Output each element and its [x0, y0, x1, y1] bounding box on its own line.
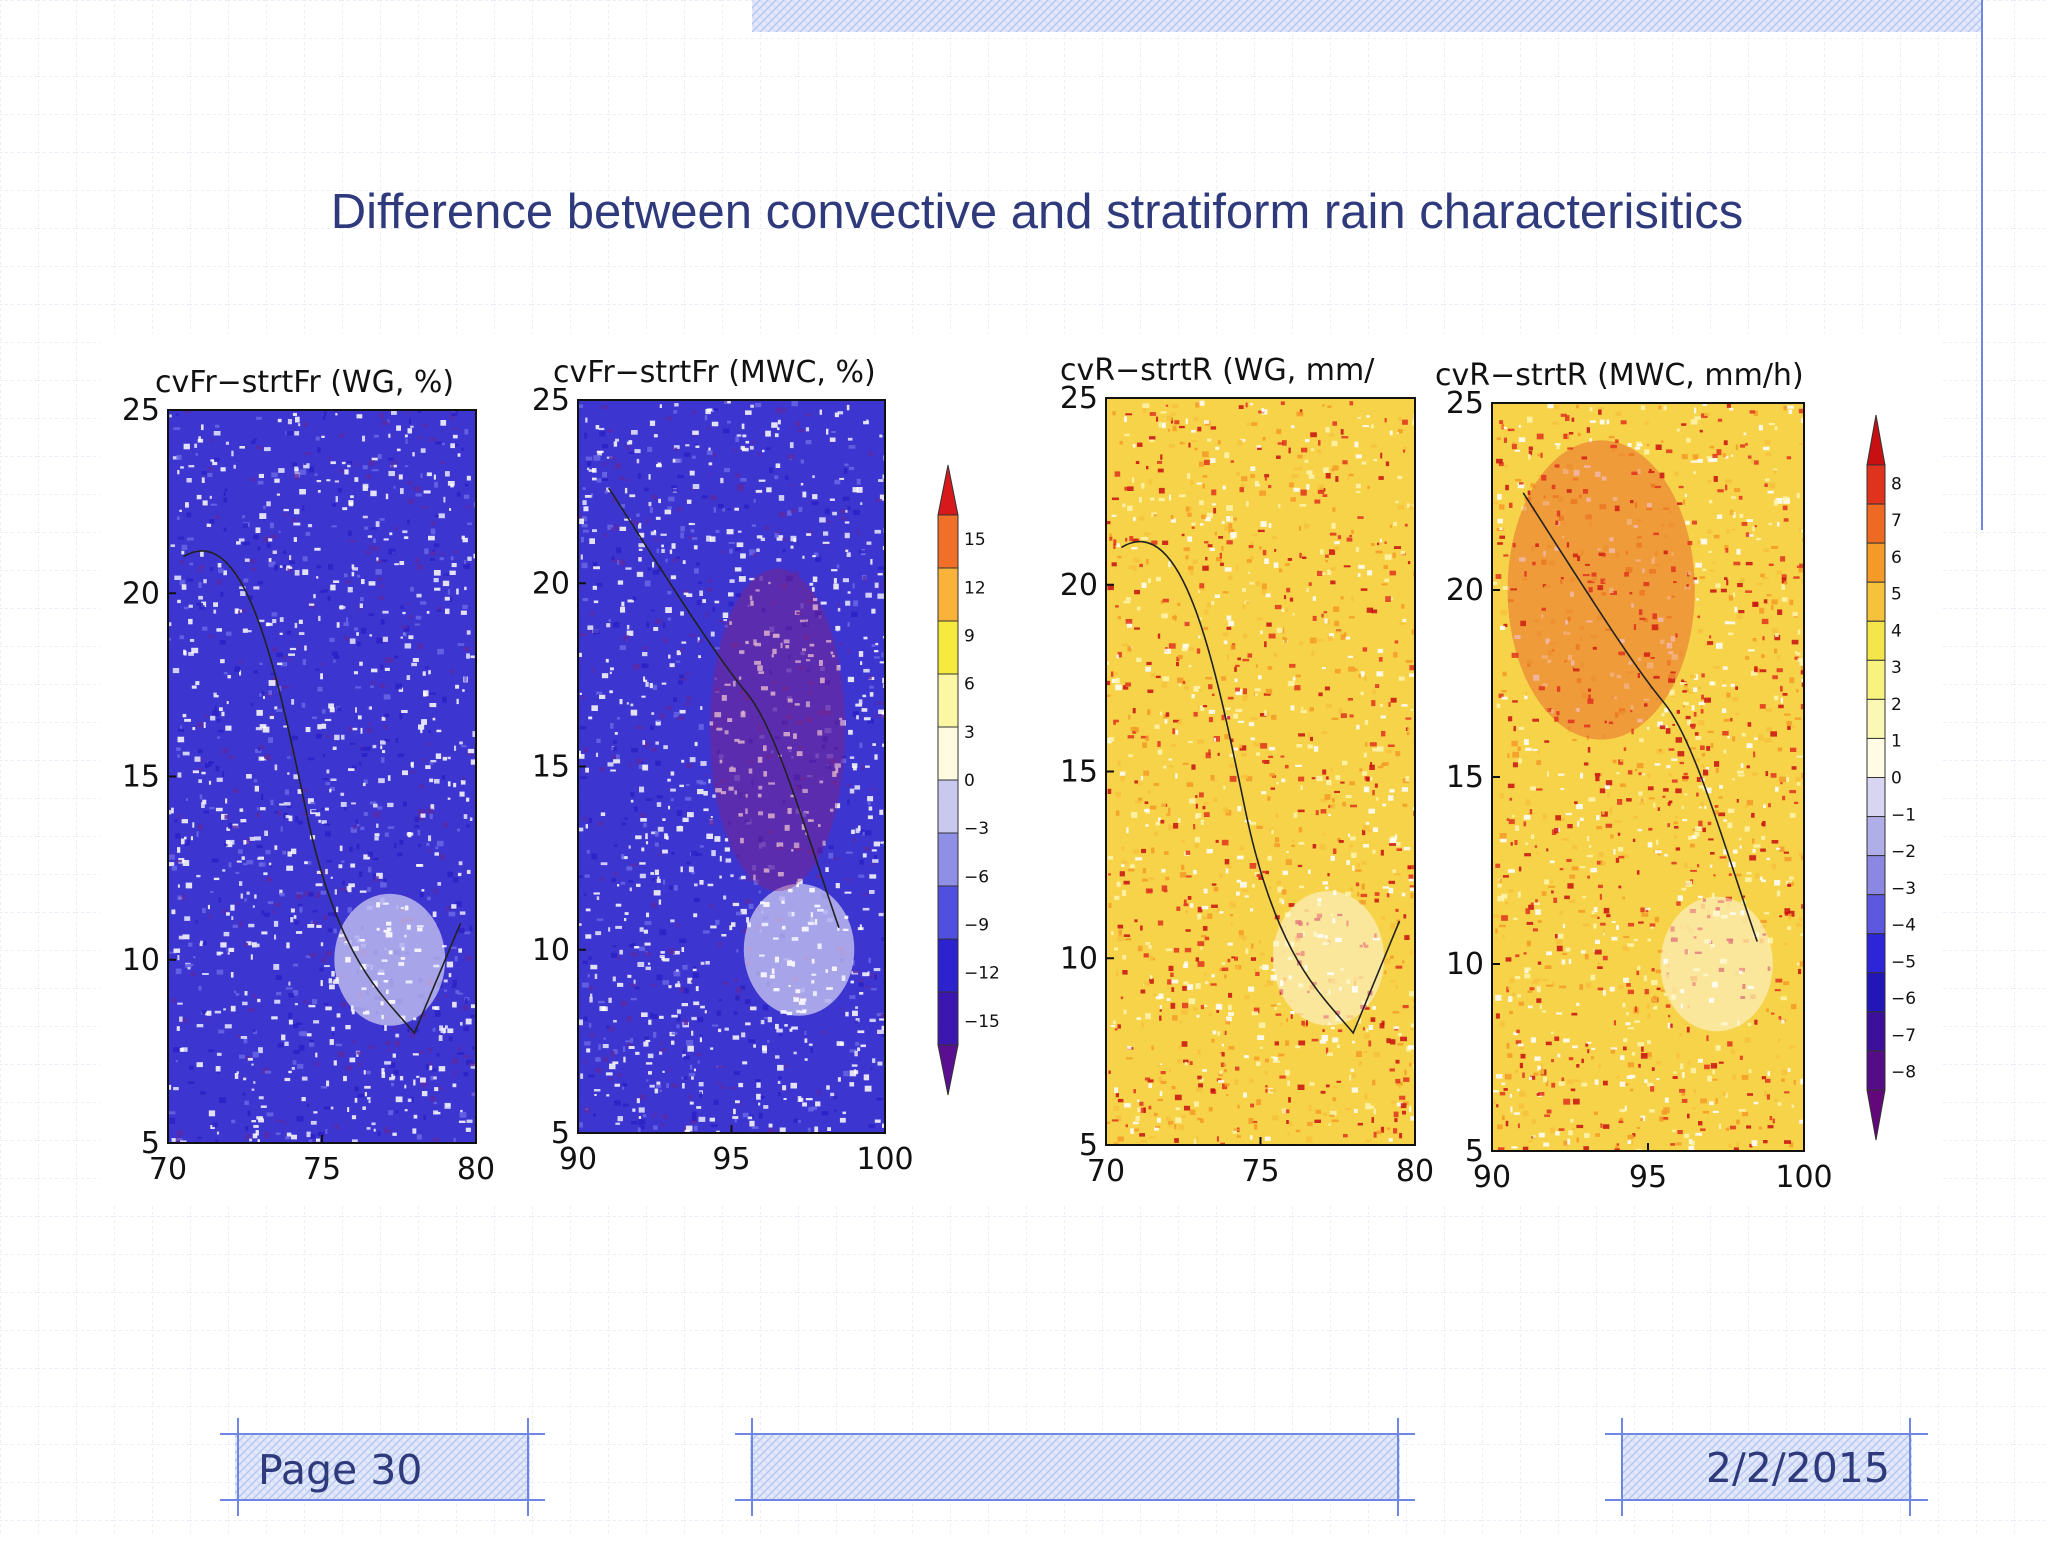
- y-tick-label: 25: [1446, 386, 1484, 421]
- colorbar-label: 1: [1891, 732, 1902, 752]
- y-tick-label: 10: [532, 933, 570, 968]
- colorbar-segment: [1867, 465, 1885, 504]
- colorbar-label: 3: [964, 723, 975, 743]
- y-tick-label: 10: [1060, 941, 1098, 976]
- anomaly-patch: [710, 569, 845, 892]
- colorbar-label: 3: [1891, 658, 1902, 678]
- colorbar-segment: [938, 939, 958, 992]
- colorbar-label: 4: [1891, 621, 1902, 641]
- anomaly-patch: [1508, 440, 1695, 739]
- colorbar-label: −3: [1891, 879, 1916, 899]
- colorbar-segment: [938, 833, 958, 886]
- y-tick-label: 25: [1060, 381, 1098, 416]
- colorbar-segment: [1867, 934, 1885, 973]
- colorbar-segment: [1867, 738, 1885, 777]
- y-tick-label: 5: [1465, 1134, 1484, 1169]
- chart-title: cvR−strtR (MWC, mm/h): [1435, 358, 1804, 393]
- colorbar-label: 5: [1891, 585, 1902, 605]
- colorbar-segment: [1867, 856, 1885, 895]
- colorbar-segment: [1867, 1012, 1885, 1051]
- colorbar-label: −9: [964, 916, 989, 936]
- colorbar-label: 6: [1891, 548, 1902, 568]
- y-tick-label: 20: [1060, 568, 1098, 603]
- footer-page-number: Page 30: [258, 1446, 422, 1494]
- colorbar-label: 12: [964, 578, 986, 598]
- colorbar-segment: [938, 992, 958, 1045]
- top-decorative-band: [752, 0, 1982, 32]
- colorbar-segment: [1867, 699, 1885, 738]
- colorbar-segment: [938, 780, 958, 833]
- colorbar-label: −2: [1891, 842, 1916, 862]
- y-tick-label: 20: [122, 576, 160, 611]
- colorbar-segment: [938, 515, 958, 568]
- footer-date: 2/2/2015: [1706, 1444, 1890, 1492]
- y-tick-label: 10: [1446, 947, 1484, 982]
- colorbar-segment: [1867, 504, 1885, 543]
- colorbar-segment: [1867, 660, 1885, 699]
- chart-title: cvFr−strtFr (WG, %): [155, 365, 454, 400]
- x-tick-label: 100: [1775, 1160, 1832, 1195]
- colorbar-label: −5: [1891, 952, 1916, 972]
- heatmap-base: [1106, 398, 1415, 1145]
- colorbar-segment: [938, 886, 958, 939]
- colorbar-label: −6: [964, 867, 989, 887]
- colorbar-segment: [938, 674, 958, 727]
- colorbar-segment: [1867, 582, 1885, 621]
- colorbar-label: 0: [1891, 769, 1902, 789]
- land-patch: [1660, 897, 1772, 1032]
- colorbar-label: 9: [964, 626, 975, 646]
- x-tick-label: 80: [457, 1152, 495, 1187]
- colorbar-segment: [1867, 621, 1885, 660]
- land-patch: [744, 884, 855, 1016]
- y-tick-label: 5: [141, 1126, 160, 1161]
- colorbar-label: 8: [1891, 474, 1902, 494]
- slide-title: Difference between convective and strati…: [331, 185, 1744, 239]
- y-tick-label: 20: [532, 566, 570, 601]
- x-tick-label: 80: [1396, 1154, 1434, 1189]
- colorbar-segment: [1867, 1051, 1885, 1090]
- colorbar-segment: [938, 621, 958, 674]
- colorbar-label: 0: [964, 771, 975, 791]
- colorbar-label: −15: [964, 1012, 1000, 1032]
- colorbar-label: −12: [964, 964, 1000, 984]
- colorbar-segment: [938, 727, 958, 780]
- colorbar-segment: [938, 568, 958, 621]
- y-tick-label: 25: [532, 383, 570, 418]
- colorbar-label: 2: [1891, 695, 1902, 715]
- x-tick-label: 95: [712, 1142, 750, 1177]
- colorbar-segment: [1867, 973, 1885, 1012]
- colorbar-segment: [1867, 778, 1885, 817]
- x-tick-label: 75: [303, 1152, 341, 1187]
- x-tick-label: 75: [1241, 1154, 1279, 1189]
- chart-title: cvR−strtR (WG, mm/: [1060, 353, 1375, 388]
- chart-title: cvFr−strtFr (MWC, %): [553, 355, 876, 390]
- colorbar-label: −6: [1891, 989, 1916, 1009]
- colorbar-label: −3: [964, 819, 989, 839]
- y-tick-label: 5: [551, 1116, 570, 1151]
- y-tick-label: 25: [122, 393, 160, 428]
- colorbar-label: −7: [1891, 1026, 1916, 1046]
- colorbar-label: −8: [1891, 1063, 1916, 1083]
- x-tick-label: 100: [856, 1142, 913, 1177]
- y-tick-label: 5: [1079, 1128, 1098, 1163]
- colorbar-label: −1: [1891, 805, 1916, 825]
- colorbar-segment: [1867, 817, 1885, 856]
- y-tick-label: 15: [1060, 755, 1098, 790]
- colorbar-segment: [1867, 895, 1885, 934]
- colorbar-label: 7: [1891, 511, 1902, 531]
- colorbar-label: 6: [964, 675, 975, 695]
- colorbar-label: −4: [1891, 916, 1916, 936]
- colorbar-label: 15: [964, 530, 986, 550]
- x-tick-label: 95: [1629, 1160, 1667, 1195]
- y-tick-label: 15: [532, 750, 570, 785]
- y-tick-label: 15: [1446, 760, 1484, 795]
- y-tick-label: 15: [122, 760, 160, 795]
- y-tick-label: 20: [1446, 573, 1484, 608]
- colorbar-segment: [1867, 543, 1885, 582]
- y-tick-label: 10: [122, 943, 160, 978]
